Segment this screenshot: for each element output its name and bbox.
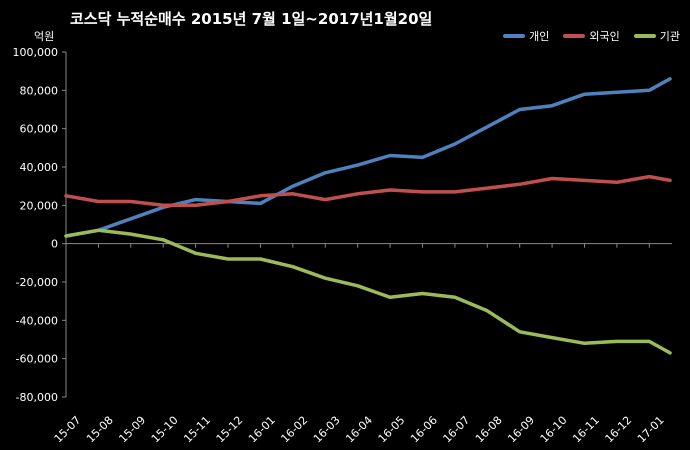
legend-label: 기관 — [659, 30, 680, 43]
plot-area — [66, 52, 672, 397]
y-tick-label: 20,000 — [20, 199, 59, 212]
x-tick-label: 16-02 — [278, 414, 310, 446]
x-tick-label: 15-11 — [181, 414, 213, 446]
y-tick-label: 60,000 — [20, 123, 59, 136]
legend-item: 기관 — [633, 28, 680, 44]
legend: 개인 외국인 기관 — [503, 28, 680, 44]
y-tick-label: 80,000 — [20, 84, 59, 97]
x-tick-label: 15-12 — [214, 414, 246, 446]
series-line-3 — [64, 228, 672, 355]
x-tick-label: 16-03 — [311, 414, 343, 446]
legend-swatch — [633, 34, 656, 38]
x-tick-label: 16-11 — [570, 414, 602, 446]
x-tick-label: 16-01 — [246, 414, 278, 446]
x-tick-label: 16-07 — [441, 414, 473, 446]
legend-item: 개인 — [503, 28, 549, 44]
legend-swatch — [503, 34, 526, 38]
x-tick-label: 16-08 — [473, 414, 505, 446]
x-tick-label: 16-04 — [343, 414, 375, 446]
y-tick-label: -80,000 — [16, 391, 58, 404]
series-line-2 — [64, 174, 672, 208]
y-tick-label: -60,000 — [16, 353, 58, 366]
x-tick-label: 15-08 — [84, 414, 116, 446]
x-tick-label: 15-09 — [116, 414, 148, 446]
y-tick-label: 100,000 — [13, 46, 59, 59]
y-tick-label: 40,000 — [20, 161, 59, 174]
y-unit-label: 억원 — [34, 30, 55, 43]
x-tick-label: 16-10 — [538, 414, 570, 446]
x-tick-label: 15-10 — [149, 414, 181, 446]
x-tick-label: 16-12 — [603, 414, 635, 446]
legend-label: 외국인 — [589, 30, 620, 43]
y-tick-label: -40,000 — [16, 314, 58, 327]
y-tick-label: 0 — [51, 238, 58, 251]
x-tick-label: 16-06 — [408, 414, 440, 446]
legend-swatch — [563, 34, 586, 38]
legend-item: 외국인 — [563, 28, 620, 44]
y-tick-label: -20,000 — [16, 276, 58, 289]
chart-title: 코스닥 누적순매수 2015년 7월 1일~2017년1월20일 — [70, 10, 433, 28]
x-tick-label: 17-01 — [635, 414, 667, 446]
legend-label: 개인 — [529, 30, 550, 43]
x-tick-label: 16-09 — [505, 414, 537, 446]
x-tick-label: 15-07 — [52, 414, 84, 446]
x-tick-label: 16-05 — [376, 414, 408, 446]
